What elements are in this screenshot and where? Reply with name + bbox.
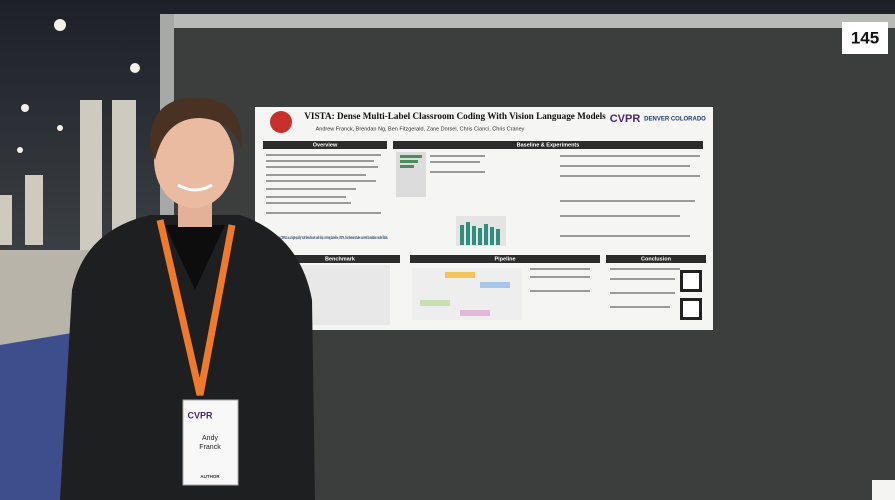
name-badge: CVPR Andy Franck AUTHOR	[182, 399, 239, 486]
section-header: Benchmark	[325, 256, 356, 262]
badge-role: AUTHOR	[200, 474, 220, 479]
board-number: 145	[851, 28, 879, 47]
board-frame-top	[160, 14, 895, 28]
section-header: Overview	[313, 142, 338, 148]
badge-last-name: Franck	[199, 444, 221, 451]
poster-body-text	[266, 154, 700, 308]
poster-title: VISTA: Dense Multi-Label Classroom Codin…	[304, 111, 606, 121]
badge-first-name: Andy	[202, 435, 218, 442]
section-header: Pipeline	[494, 256, 515, 262]
section-header: Conclusion	[641, 256, 672, 262]
poster-highlight: We propose COPUS as a high-quality VLM b…	[270, 235, 388, 240]
person	[60, 97, 315, 500]
section-header: Baseline & Experiments	[517, 142, 580, 148]
conference-logo: CVPR	[610, 113, 641, 125]
poster: VISTA: Dense Multi-Label Classroom Codin…	[255, 107, 713, 330]
ceiling-lights	[17, 19, 140, 153]
poster-figures	[290, 152, 702, 325]
college-logo	[270, 111, 292, 133]
badge-conference: CVPR	[187, 410, 213, 420]
cup	[872, 480, 895, 500]
location-logo: DENVER COLORADO	[644, 117, 706, 123]
poster-authors: Andrew Franck, Brendan Ng, Ben Fitzgeral…	[316, 126, 525, 132]
board-number-card	[842, 22, 888, 54]
